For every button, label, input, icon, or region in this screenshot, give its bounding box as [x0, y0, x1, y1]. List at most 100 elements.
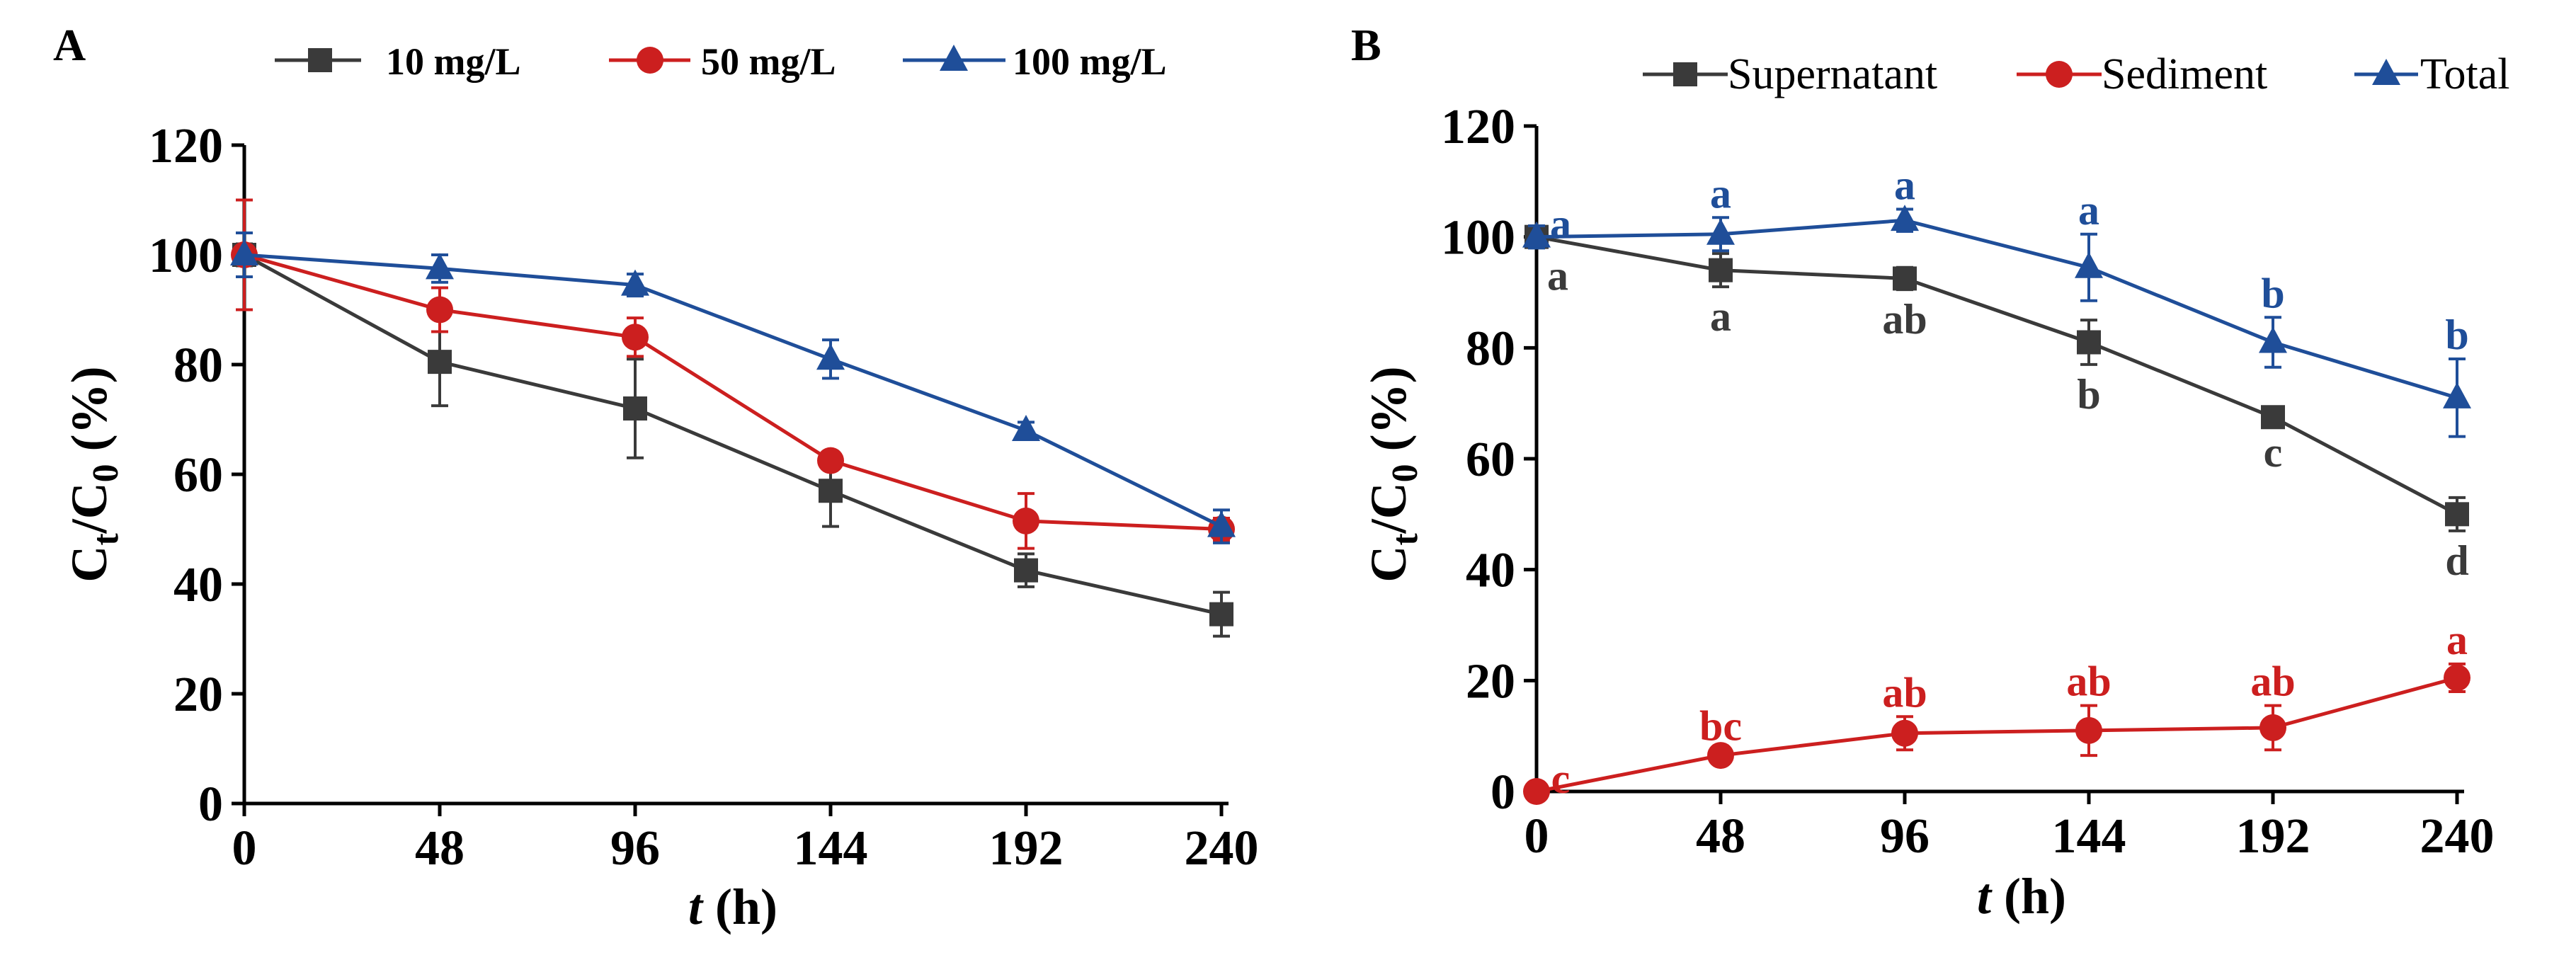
- x-tick-label: 0: [1524, 809, 1549, 864]
- data-point: [2075, 251, 2103, 278]
- x-tick-label: 96: [610, 821, 660, 876]
- legend-marker: [2372, 59, 2400, 85]
- significance-letter: a: [1894, 162, 1915, 209]
- data-point: [1012, 415, 1040, 441]
- data-point: [1013, 507, 1039, 534]
- x-tick-label: 192: [2236, 809, 2310, 864]
- y-tick-label: 80: [1466, 321, 1515, 376]
- significance-letter: bc: [1699, 702, 1742, 749]
- data-point: [1706, 218, 1735, 245]
- y-axis-title: Ct/C0 (%): [1360, 366, 1425, 582]
- x-tick-label: 192: [989, 821, 1064, 876]
- y-axis-title: Ct/C0 (%): [61, 366, 126, 582]
- data-point: [2077, 330, 2101, 355]
- x-axis-title-italic: t: [688, 879, 704, 935]
- panel-label: A: [53, 20, 86, 70]
- data-point: [426, 296, 453, 324]
- y-tick-label: 80: [173, 338, 223, 393]
- significance-letter: ab: [2250, 658, 2295, 705]
- significance-letter: b: [2261, 270, 2284, 316]
- data-point: [2444, 664, 2470, 692]
- significance-letter: a: [1547, 253, 1568, 299]
- significance-letter: b: [2445, 311, 2468, 358]
- x-tick-label: 96: [1880, 809, 1930, 864]
- series-line: [244, 253, 1222, 531]
- x-tick-label: 48: [1696, 809, 1745, 864]
- y-tick-label: 40: [1466, 544, 1515, 598]
- series-line: [1536, 218, 2458, 400]
- x-tick-label: 144: [2052, 809, 2126, 864]
- significance-letter: a: [1710, 170, 1731, 217]
- significance-letter: c: [2264, 429, 2283, 476]
- significance-letter: a: [1710, 293, 1731, 340]
- significance-letter: a: [1550, 201, 1571, 248]
- data-point: [1707, 742, 1734, 770]
- data-point: [816, 343, 845, 370]
- y-tick-label: 100: [149, 229, 223, 283]
- y-axis-title-part: (%): [61, 366, 118, 464]
- data-point: [817, 447, 844, 474]
- legend-label: 50 mg/L: [701, 40, 836, 83]
- data-point: [623, 396, 647, 421]
- significance-letter: a: [2078, 187, 2099, 234]
- y-tick-label: 0: [1491, 765, 1515, 820]
- data-point: [1209, 602, 1233, 627]
- x-tick-label: 144: [794, 821, 868, 876]
- x-axis-title-italic: t: [1977, 868, 1993, 925]
- data-point: [621, 269, 649, 296]
- data-point: [426, 253, 454, 280]
- significance-letter: ab: [2066, 658, 2111, 705]
- legend-marker: [940, 45, 968, 71]
- data-point: [2075, 716, 2102, 744]
- data-point: [1014, 558, 1038, 583]
- x-tick-label: 240: [1185, 821, 1259, 876]
- data-point: [1709, 258, 1733, 282]
- legend-marker: [2046, 61, 2073, 88]
- y-axis-title-part: t: [1385, 533, 1425, 546]
- data-point: [2259, 714, 2286, 741]
- legend-label: Sediment: [2102, 50, 2267, 98]
- legend-label: 100 mg/L: [1013, 40, 1167, 83]
- x-tick-label: 48: [415, 821, 465, 876]
- data-point: [1891, 205, 1919, 231]
- x-axis-title-rest: (h): [702, 879, 777, 935]
- y-tick-label: 60: [173, 448, 223, 503]
- y-axis-title-part: /C: [1360, 482, 1417, 534]
- data-point: [2443, 382, 2471, 408]
- data-point: [1891, 719, 1918, 747]
- y-tick-label: 100: [1441, 211, 1515, 265]
- significance-letter: b: [2077, 371, 2100, 418]
- significance-letter: d: [2445, 537, 2468, 584]
- x-tick-label: 0: [232, 821, 257, 876]
- legend-marker: [1673, 62, 1697, 86]
- significance-letter: ab: [1882, 669, 1927, 716]
- y-tick-label: 0: [198, 777, 223, 832]
- y-tick-label: 120: [149, 119, 223, 173]
- significance-letter: ab: [1882, 296, 1927, 343]
- data-point: [2259, 326, 2287, 353]
- data-point: [1523, 778, 1550, 805]
- y-tick-label: 40: [173, 558, 223, 612]
- series-line: [244, 253, 1223, 528]
- y-tick-label: 20: [1466, 654, 1515, 709]
- y-axis-title-part: 0: [1385, 464, 1425, 482]
- data-point: [230, 239, 258, 265]
- x-axis-title: t (h): [1977, 868, 2066, 925]
- significance-letter: a: [2446, 617, 2468, 663]
- legend-label: Supernatant: [1728, 50, 1937, 98]
- y-axis-title-part: t: [86, 533, 126, 546]
- x-axis-title: t (h): [688, 879, 777, 935]
- y-tick-label: 60: [1466, 433, 1515, 487]
- data-point: [819, 479, 843, 503]
- significance-letter: c: [1551, 755, 1571, 802]
- y-axis-title-part: (%): [1360, 366, 1417, 464]
- data-point: [1522, 221, 1551, 248]
- data-point: [622, 324, 649, 351]
- legend-marker: [308, 48, 332, 72]
- x-axis-title-rest: (h): [1991, 868, 2066, 925]
- y-axis-title-part: 0: [86, 464, 126, 482]
- y-axis-title-part: /C: [61, 482, 118, 534]
